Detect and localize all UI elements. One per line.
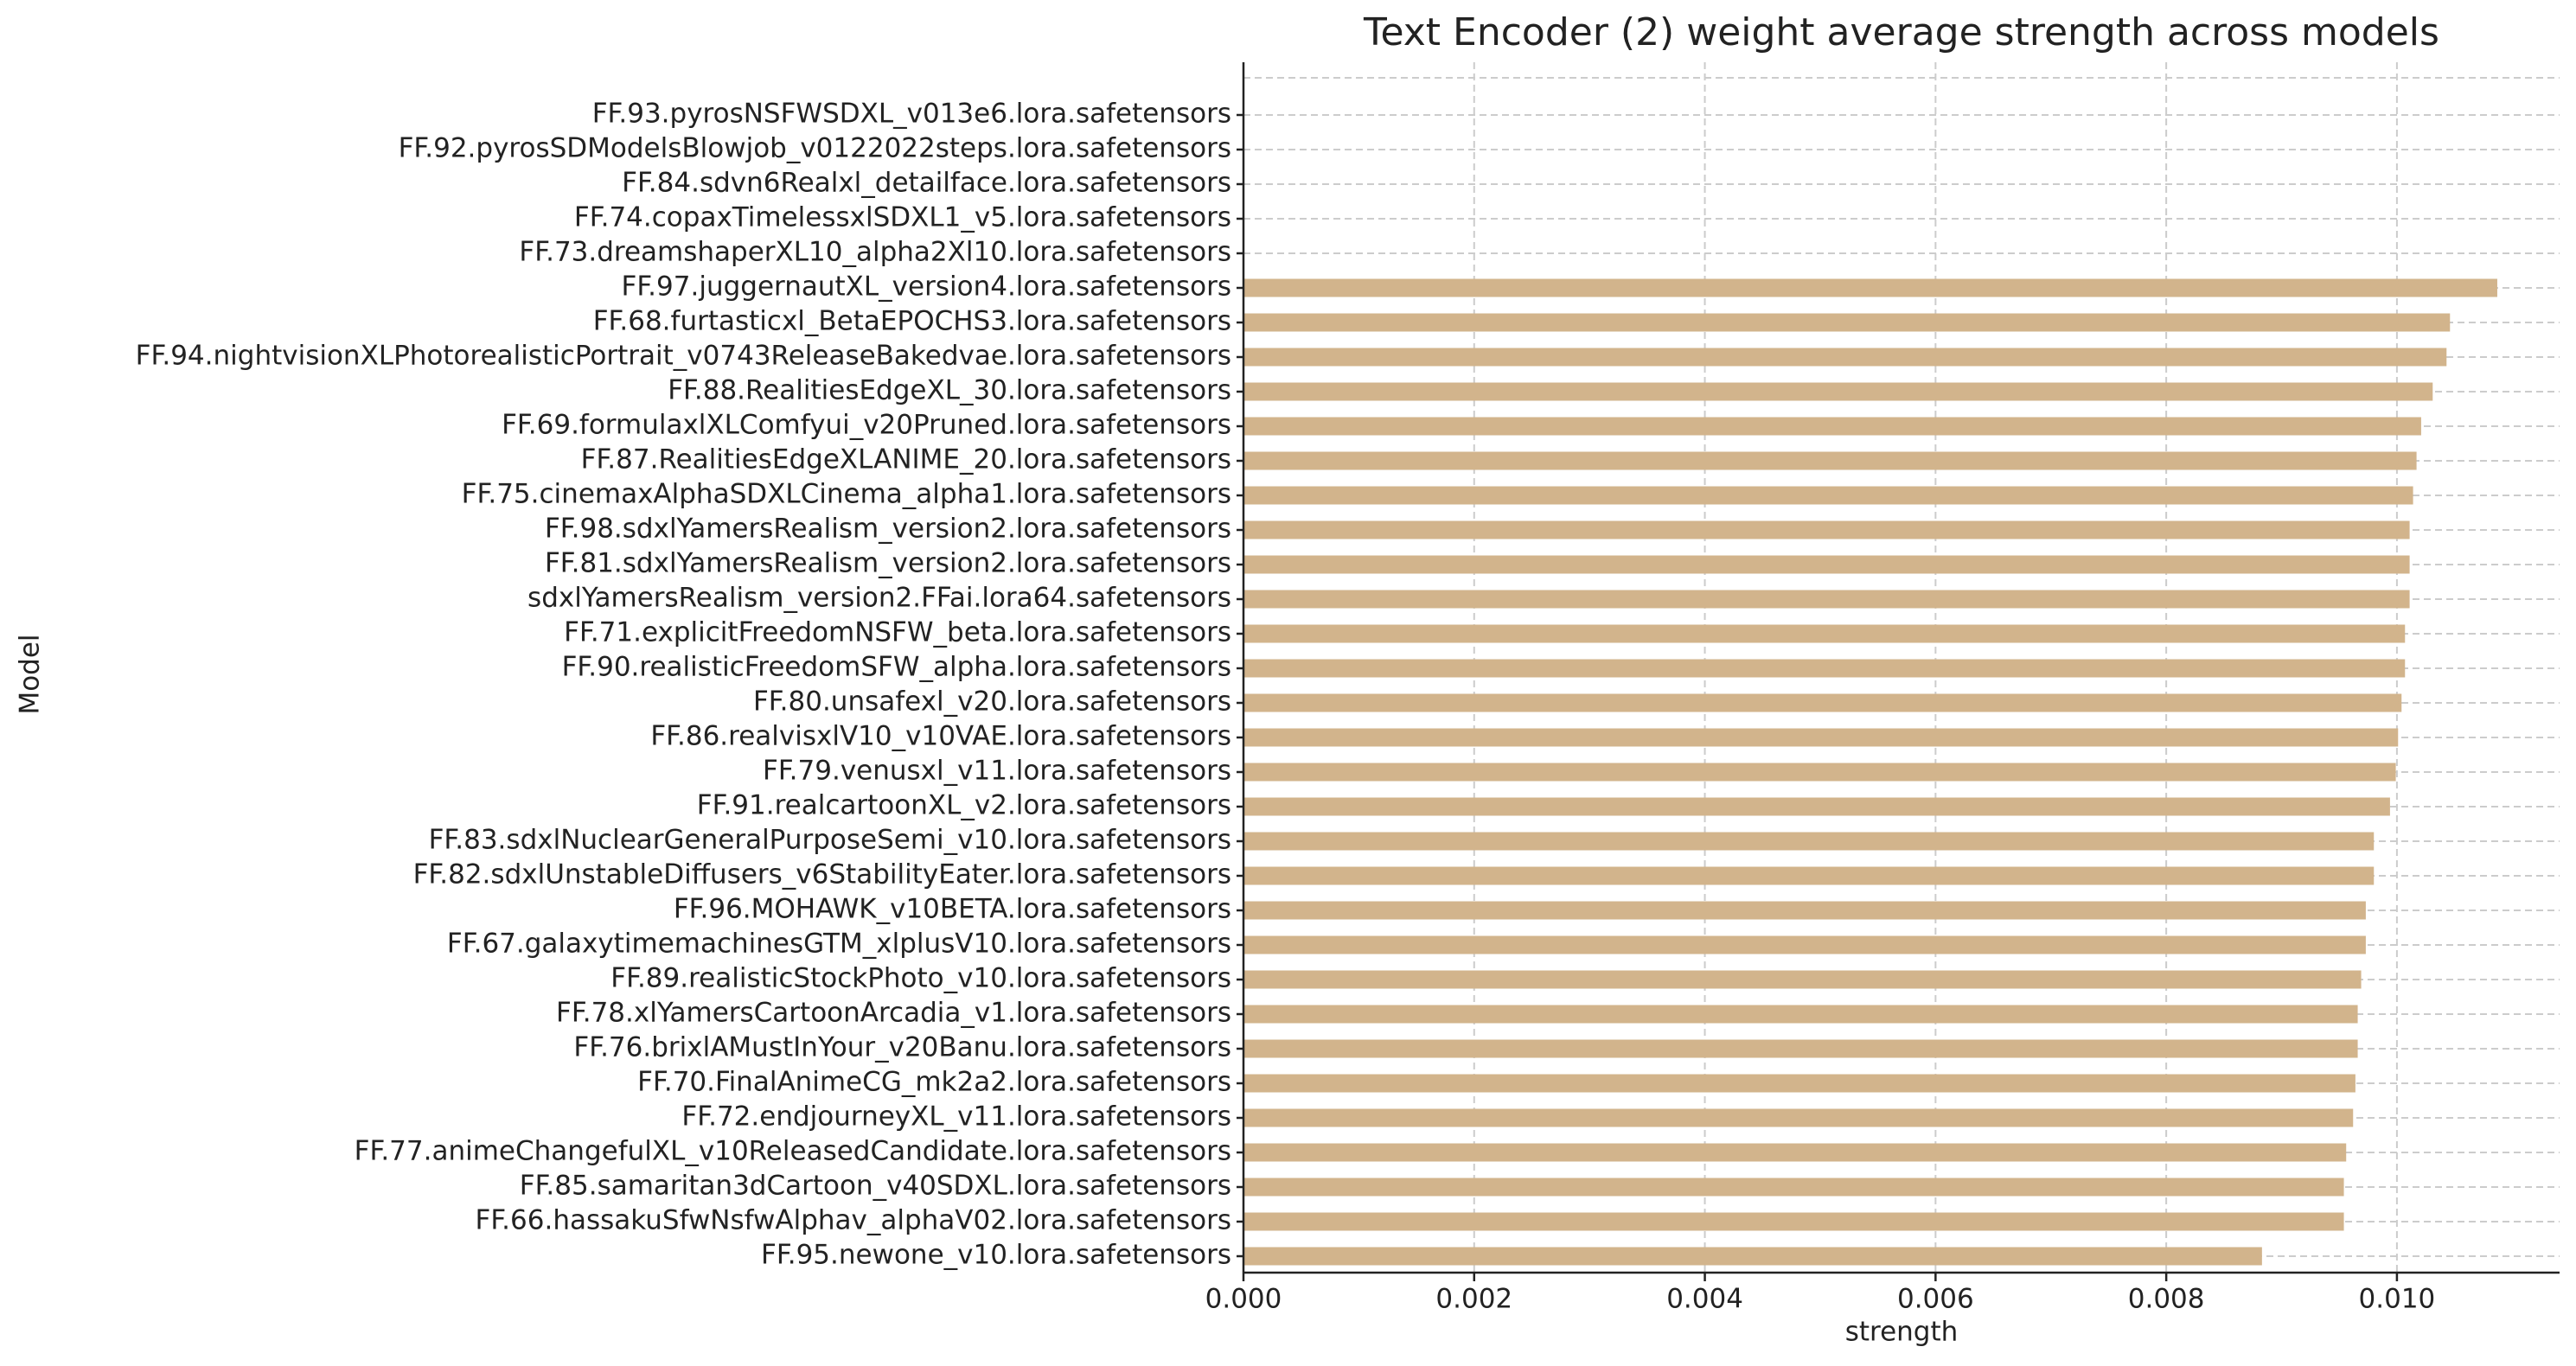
y-tick-label: FF.77.animeChangefulXL_v10ReleasedCandid… xyxy=(355,1136,1231,1167)
bar xyxy=(1243,1074,2355,1093)
bar xyxy=(1243,417,2421,436)
y-tick-label: FF.66.hassakuSfwNsfwAlphav_alphaV02.lora… xyxy=(475,1205,1231,1236)
y-tick-label: FF.88.RealitiesEdgeXL_30.lora.safetensor… xyxy=(668,375,1231,406)
x-tick-label: 0.004 xyxy=(1666,1284,1743,1315)
y-tick-label: FF.93.pyrosNSFWSDXL_v013e6.lora.safetens… xyxy=(592,99,1231,130)
x-tick-label: 0.010 xyxy=(2359,1284,2436,1315)
y-tick-label: FF.71.explicitFreedomNSFW_beta.lora.safe… xyxy=(564,617,1231,648)
y-tick-label: FF.87.RealitiesEdgeXLANIME_20.lora.safet… xyxy=(581,444,1231,476)
bar xyxy=(1243,901,2366,920)
bar xyxy=(1243,797,2390,816)
bar xyxy=(1243,693,2402,712)
y-tick-label: FF.96.MOHAWK_v10BETA.lora.safetensors xyxy=(674,894,1231,925)
x-tick-label: 0.000 xyxy=(1205,1284,1282,1315)
y-tick-label: FF.90.realisticFreedomSFW_alpha.lora.saf… xyxy=(562,652,1231,683)
y-tick-label: FF.78.xlYamersCartoonArcadia_v1.lora.saf… xyxy=(556,998,1231,1029)
bar xyxy=(1243,1247,2262,1266)
bar xyxy=(1243,832,2375,851)
bar xyxy=(1243,1143,2347,1162)
bar xyxy=(1243,624,2406,643)
y-tick-label: FF.83.sdxlNuclearGeneralPurposeSemi_v10.… xyxy=(429,825,1231,856)
bar xyxy=(1243,659,2406,678)
y-tick-label: FF.86.realvisxlV10_v10VAE.lora.safetenso… xyxy=(650,721,1231,752)
bar xyxy=(1243,590,2410,609)
y-tick-label: FF.75.cinemaxAlphaSDXLCinema_alpha1.lora… xyxy=(462,479,1231,510)
y-tick-label: sdxlYamersRealism_version2.FFai.lora64.s… xyxy=(527,583,1231,614)
y-tick-label: FF.73.dreamshaperXL10_alpha2Xl10.lora.sa… xyxy=(519,237,1231,268)
bar xyxy=(1243,313,2451,332)
bar xyxy=(1243,935,2366,954)
bar xyxy=(1243,728,2399,747)
bar xyxy=(1243,278,2497,297)
x-tick-label: 0.008 xyxy=(2128,1284,2205,1315)
y-tick-label: FF.72.endjourneyXL_v11.lora.safetensors xyxy=(681,1101,1231,1133)
y-tick-label: FF.84.sdvn6Realxl_detailface.lora.safete… xyxy=(622,168,1231,199)
x-tick-label: 0.006 xyxy=(1897,1284,1974,1315)
bar xyxy=(1243,555,2410,574)
bar xyxy=(1243,763,2396,782)
y-tick-label: FF.81.sdxlYamersRealism_version2.lora.sa… xyxy=(545,548,1231,579)
y-tick-label: FF.82.sdxlUnstableDiffusers_v6StabilityE… xyxy=(413,859,1231,890)
bar xyxy=(1243,348,2447,367)
y-tick-label: FF.69.formulaxlXLComfyui_v20Pruned.lora.… xyxy=(502,410,1231,441)
y-tick-label: FF.74.copaxTimelessxlSDXL1_v5.lora.safet… xyxy=(574,202,1231,233)
bar xyxy=(1243,1212,2344,1231)
y-tick-label: FF.70.FinalAnimeCG_mk2a2.lora.safetensor… xyxy=(637,1067,1231,1098)
y-tick-label: FF.67.galaxytimemachinesGTM_xlplusV10.lo… xyxy=(447,929,1231,960)
bar xyxy=(1243,382,2433,401)
y-tick-label: FF.76.brixlAMustInYour_v20Banu.lora.safe… xyxy=(573,1032,1231,1063)
y-tick-label: FF.79.venusxl_v11.lora.safetensors xyxy=(763,756,1231,787)
x-axis-label: strength xyxy=(1845,1317,1959,1348)
chart-title: Text Encoder (2) weight average strength… xyxy=(1363,10,2439,54)
y-tick-label: FF.89.realisticStockPhoto_v10.lora.safet… xyxy=(610,963,1231,994)
bar xyxy=(1243,486,2413,505)
y-tick-label: FF.95.newone_v10.lora.safetensors xyxy=(761,1240,1231,1271)
y-tick-label: FF.91.realcartoonXL_v2.lora.safetensors xyxy=(697,790,1231,821)
y-tick-label: FF.92.pyrosSDModelsBlowjob_v0122022steps… xyxy=(399,133,1231,164)
y-tick-label: FF.97.juggernautXL_version4.lora.safeten… xyxy=(622,271,1232,303)
bar xyxy=(1243,866,2375,885)
y-tick-label: FF.68.furtasticxl_BetaEPOCHS3.lora.safet… xyxy=(593,306,1231,337)
bar xyxy=(1243,1039,2358,1058)
y-tick-label: FF.85.samaritan3dCartoon_v40SDXL.lora.sa… xyxy=(520,1171,1231,1202)
bar xyxy=(1243,970,2362,989)
bar xyxy=(1243,1178,2344,1197)
x-tick-label: 0.002 xyxy=(1435,1284,1512,1315)
bar xyxy=(1243,520,2410,539)
bar xyxy=(1243,451,2417,470)
y-tick-label: FF.94.nightvisionXLPhotorealisticPortrai… xyxy=(136,341,1231,372)
y-axis-label: Model xyxy=(15,634,46,714)
bar xyxy=(1243,1108,2354,1127)
y-tick-label: FF.80.unsafexl_v20.lora.safetensors xyxy=(753,686,1231,718)
y-tick-label: FF.98.sdxlYamersRealism_version2.lora.sa… xyxy=(545,514,1231,545)
bar xyxy=(1243,1005,2358,1024)
